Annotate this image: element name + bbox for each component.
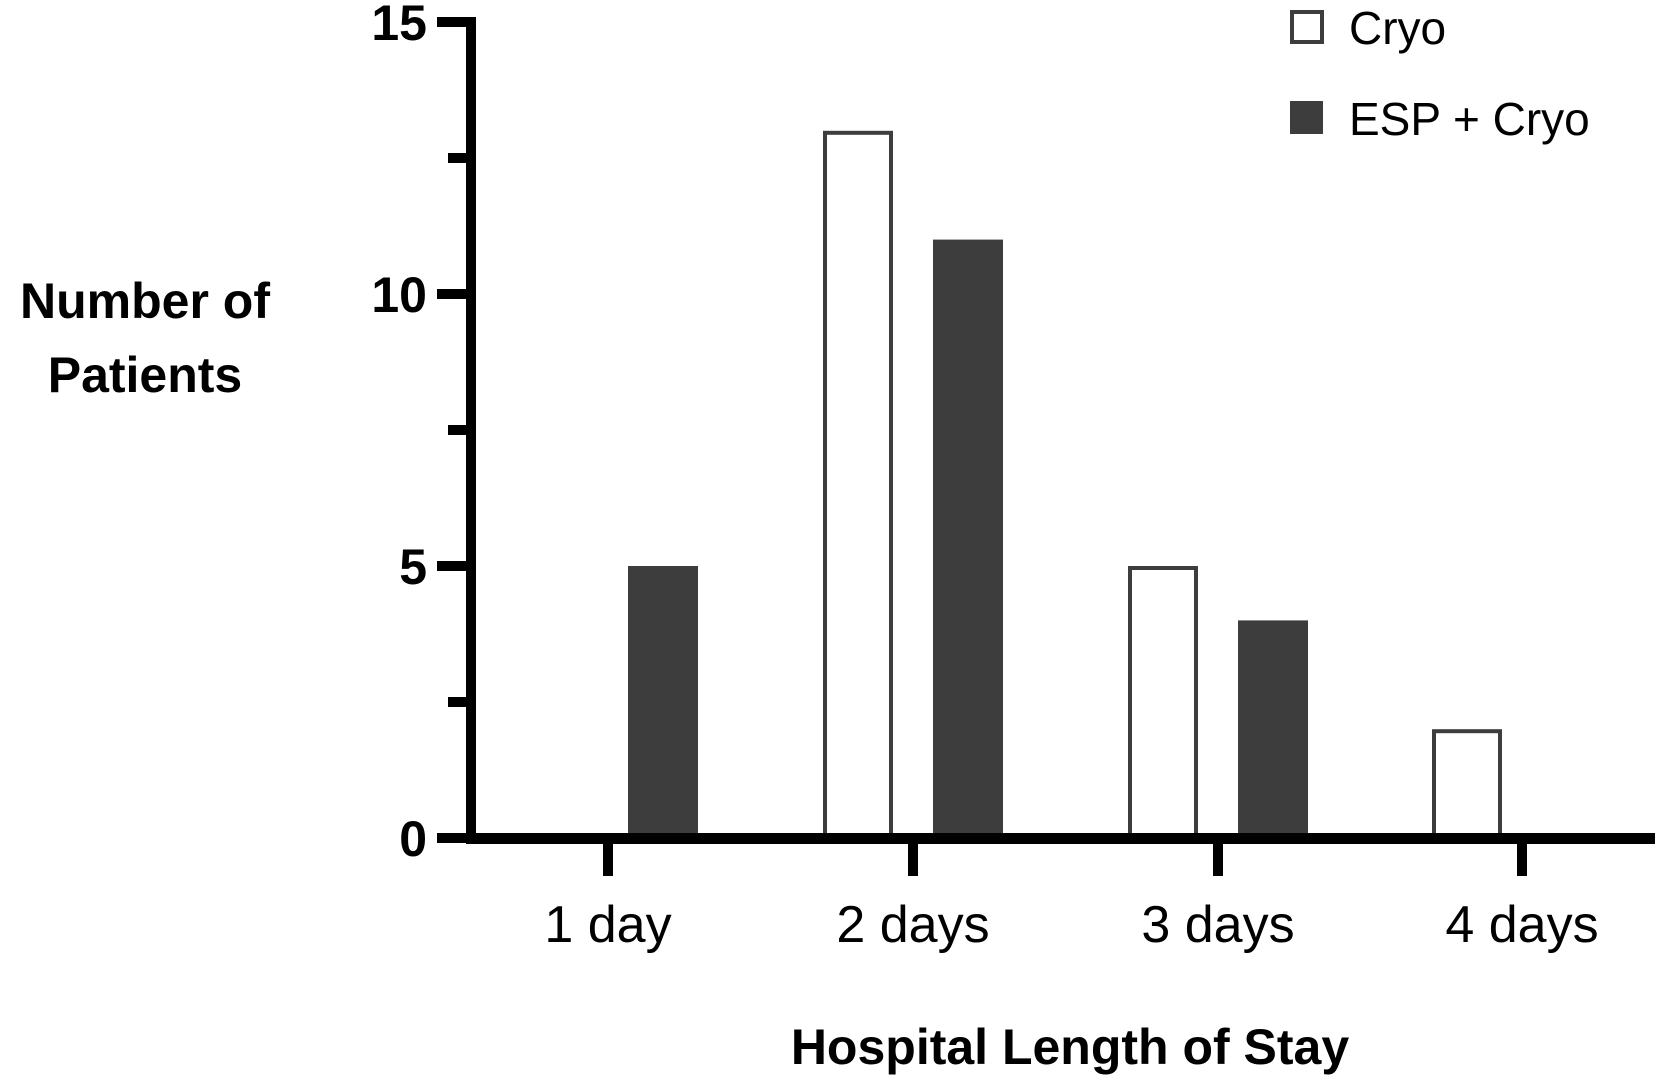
y-tick-label: 10 [371,267,427,323]
y-tick-label: 15 [371,0,427,51]
legend-swatch-cryo [1290,10,1324,44]
x-tick-label: 1 day [544,896,671,954]
legend-swatch-esp-cryo [1290,101,1323,134]
x-tick [1213,838,1223,876]
y-major-tick [437,17,471,27]
legend-label-cryo: Cryo [1349,2,1446,54]
bar-cryo-4-days [1432,729,1502,841]
legend: Cryo ESP + Cryo [1290,2,1590,145]
bar-cryo-2-days [823,130,893,841]
y-minor-tick [448,425,471,435]
x-axis-label: Hospital Length of Stay [791,1019,1350,1075]
y-tick-label: 5 [399,539,427,595]
y-major-tick [437,561,471,571]
axes: 0 5 10 15 1 day 2 days 3 days 4 days [371,0,1655,954]
y-tick-label: 0 [399,811,427,867]
x-tick-label: 4 days [1445,896,1598,954]
bar-cryo-3-days [1128,566,1198,840]
bar-esp-cryo-3-days [1238,620,1308,838]
y-axis-label-line1: Number of [20,273,270,329]
legend-label-esp-cryo: ESP + Cryo [1349,93,1590,145]
bars [628,130,1502,841]
x-axis-line [466,833,1655,844]
bar-esp-cryo-1-day [628,566,698,838]
y-major-tick [437,833,471,843]
y-minor-tick [448,697,471,707]
x-tick-label: 3 days [1141,896,1294,954]
x-tick-label: 2 days [836,896,989,954]
y-axis-label-line2: Patients [48,347,243,403]
y-minor-tick [448,153,471,163]
x-tick [603,838,613,876]
x-tick [908,838,918,876]
y-major-tick [437,289,471,299]
x-tick [1517,838,1527,876]
bar-esp-cryo-2-days [933,239,1003,839]
